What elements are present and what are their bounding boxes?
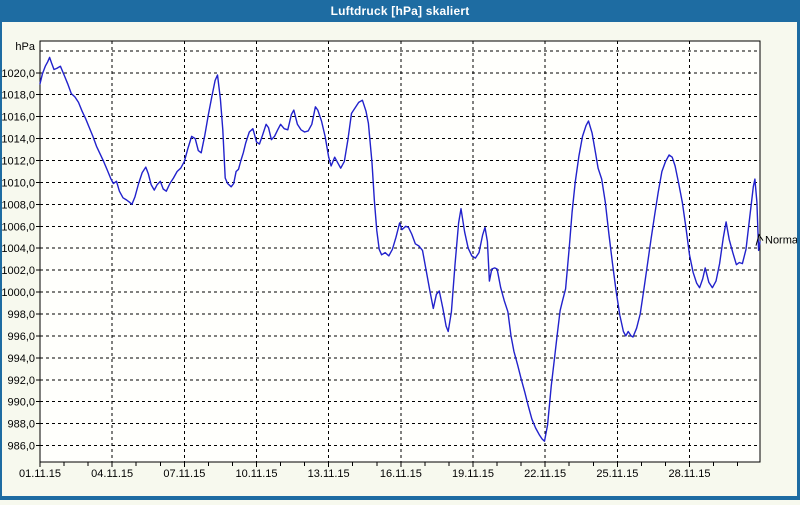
x-axis-label: 13.11.15 [308, 468, 350, 480]
x-axis-label: 19.11.15 [452, 468, 494, 480]
y-axis-label: 1016,0 [1, 112, 35, 124]
y-axis-label: 986,0 [7, 441, 35, 453]
y-axis-label: 990,0 [7, 397, 35, 409]
series-end-label: Normal [765, 235, 800, 247]
y-axis-label: 1018,0 [1, 90, 35, 102]
y-axis-label: 1008,0 [1, 199, 35, 211]
y-axis-label: 1014,0 [1, 134, 35, 146]
x-axis-label: 01.11.15 [19, 468, 61, 480]
y-axis-label: 996,0 [7, 331, 35, 343]
x-axis-label: 04.11.15 [91, 468, 133, 480]
y-axis-label: 1012,0 [1, 156, 35, 168]
y-axis-label: 1004,0 [1, 243, 35, 255]
y-axis-unit-label: hPa [15, 41, 35, 53]
y-axis-label: 998,0 [7, 309, 35, 321]
y-axis-label: 1002,0 [1, 265, 35, 277]
y-axis-label: 1020,0 [1, 68, 35, 80]
plot-background [40, 41, 760, 462]
window-title-bar: Luftdruck [hPa] skaliert [0, 0, 800, 22]
series-end-connector [755, 233, 764, 246]
y-axis-label: 992,0 [7, 375, 35, 387]
x-axis-label: 16.11.15 [380, 468, 422, 480]
x-axis-label: 25.11.15 [596, 468, 638, 480]
window-title: Luftdruck [hPa] skaliert [330, 4, 470, 18]
pressure-line [39, 56, 761, 442]
x-axis-label: 22.11.15 [524, 468, 566, 480]
y-axis-label: 994,0 [7, 353, 35, 365]
plot-border [39, 40, 761, 463]
y-axis-label: 1000,0 [1, 287, 35, 299]
x-axis-label: 07.11.15 [163, 468, 205, 480]
y-axis-label: 1010,0 [1, 177, 35, 189]
y-axis-label: 1006,0 [1, 221, 35, 233]
y-axis-label: 988,0 [7, 419, 35, 431]
x-axis-label: 10.11.15 [235, 468, 277, 480]
x-axis-label: 28.11.15 [669, 468, 711, 480]
